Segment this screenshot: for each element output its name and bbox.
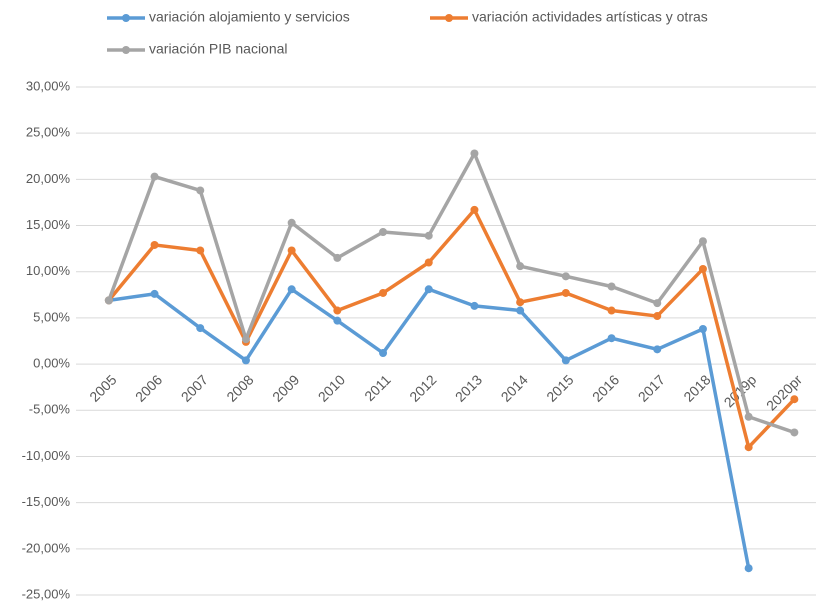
legend-label: variación PIB nacional: [149, 41, 288, 57]
y-tick-label: -10,00%: [22, 448, 71, 463]
point: [790, 395, 799, 404]
point: [196, 246, 205, 255]
point: [607, 306, 616, 315]
point: [424, 285, 433, 294]
point: [424, 231, 433, 240]
point: [744, 564, 753, 573]
point: [287, 218, 296, 227]
point: [379, 288, 388, 297]
x-tick-label: 2018: [680, 371, 713, 404]
x-tick-label: 2009: [269, 371, 302, 404]
point: [607, 334, 616, 343]
x-tick-label: 2013: [452, 371, 485, 404]
y-tick-label: 30,00%: [26, 78, 71, 93]
point: [516, 298, 525, 307]
point: [698, 237, 707, 246]
legend-label: variación alojamiento y servicios: [149, 9, 350, 25]
point: [744, 412, 753, 421]
x-tick-label: 2011: [361, 371, 394, 404]
x-tick-label: 2008: [223, 371, 256, 404]
point: [653, 345, 662, 354]
y-tick-label: 10,00%: [26, 263, 71, 278]
point: [333, 253, 342, 262]
point: [150, 240, 159, 249]
point: [561, 288, 570, 297]
x-tick-label: 2016: [589, 371, 622, 404]
point: [241, 335, 250, 344]
x-tick-label: 2006: [132, 371, 165, 404]
y-tick-label: -15,00%: [22, 494, 71, 509]
y-tick-label: -25,00%: [22, 586, 71, 601]
y-tick-label: 5,00%: [33, 309, 70, 324]
y-tick-label: -5,00%: [29, 402, 71, 417]
point: [561, 272, 570, 281]
legend-label: variación actividades artísticas y otras: [472, 9, 708, 25]
point: [196, 324, 205, 333]
series-line: [107, 151, 795, 435]
point: [150, 289, 159, 298]
point: [470, 301, 479, 310]
x-tick-label: 2012: [406, 371, 439, 404]
point: [698, 264, 707, 273]
y-tick-label: 0,00%: [33, 356, 70, 371]
point: [470, 205, 479, 214]
y-tick-label: -20,00%: [22, 540, 71, 555]
point: [653, 312, 662, 321]
x-tick-label: 2020pr: [763, 371, 805, 413]
point: [196, 186, 205, 195]
point: [470, 149, 479, 158]
x-tick-label: 2014: [498, 371, 531, 404]
x-tick-label: 2015: [543, 371, 576, 404]
y-tick-label: 25,00%: [26, 125, 71, 140]
point: [104, 296, 113, 305]
point: [333, 316, 342, 325]
point: [653, 299, 662, 308]
point: [287, 246, 296, 255]
point: [744, 443, 753, 452]
x-tick-label: 2017: [635, 371, 668, 404]
series-line: [107, 208, 796, 449]
point: [607, 282, 616, 291]
series-line: [108, 287, 751, 569]
point: [379, 228, 388, 237]
point: [150, 172, 159, 181]
point: [790, 428, 799, 437]
point: [287, 285, 296, 294]
x-tick-label: 2005: [86, 371, 119, 404]
x-tick-label: 2010: [315, 371, 348, 404]
point: [424, 258, 433, 267]
legend-marker: [122, 14, 130, 22]
legend-marker: [122, 46, 130, 54]
point: [516, 262, 525, 271]
y-tick-label: 15,00%: [26, 217, 71, 232]
point: [241, 356, 250, 365]
point: [379, 349, 388, 358]
point: [561, 356, 570, 365]
legend-marker: [445, 14, 453, 22]
x-tick-label: 2007: [178, 371, 211, 404]
y-tick-label: 20,00%: [26, 171, 71, 186]
point: [333, 306, 342, 315]
point: [516, 306, 525, 315]
point: [698, 324, 707, 333]
